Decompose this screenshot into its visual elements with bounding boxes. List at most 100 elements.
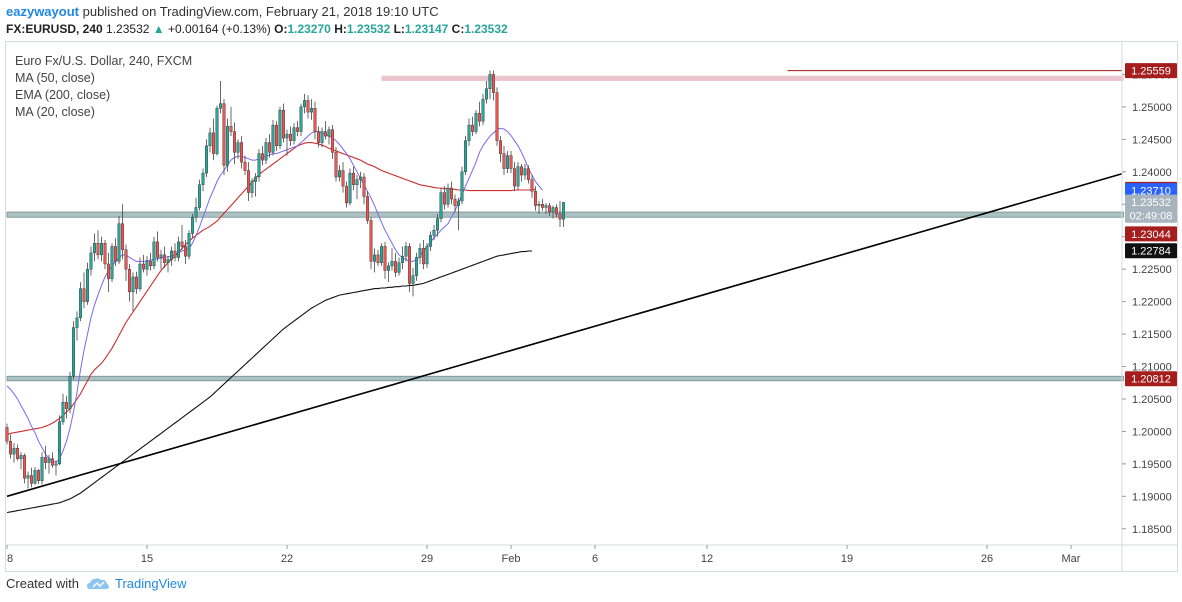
- candle: [320, 127, 324, 148]
- price-badge-label: 1.20812: [1131, 374, 1171, 386]
- y-tick-label: 1.24500: [1132, 134, 1172, 146]
- legend-ema200[interactable]: EMA (200, close): [15, 88, 111, 102]
- up-arrow-icon: ▲: [152, 22, 165, 36]
- candle-body: [26, 475, 30, 479]
- candle: [282, 103, 286, 143]
- candle-body: [523, 168, 527, 176]
- candle: [555, 204, 559, 218]
- candle: [513, 162, 517, 192]
- candle: [411, 267, 415, 297]
- candle-body: [12, 448, 16, 455]
- candle: [159, 249, 163, 270]
- candle-body: [131, 276, 135, 293]
- candle: [527, 165, 531, 184]
- symbol-label: FX:EURUSD, 240: [6, 22, 103, 36]
- candle: [145, 256, 149, 276]
- candle: [208, 127, 212, 153]
- candle: [127, 263, 131, 302]
- candle-body: [415, 257, 419, 276]
- candle-body: [275, 124, 279, 147]
- tradingview-link[interactable]: TradingView: [86, 576, 187, 591]
- candle: [558, 201, 562, 227]
- candle-body: [383, 246, 387, 271]
- author-name[interactable]: eazywayout: [6, 4, 79, 19]
- candle-body: [481, 98, 485, 122]
- candle: [285, 129, 289, 156]
- candle-body: [548, 205, 552, 213]
- candle: [562, 202, 566, 227]
- candle-body: [268, 142, 272, 153]
- candle: [450, 181, 454, 205]
- candle: [488, 70, 492, 100]
- candle: [268, 134, 272, 158]
- candle-body: [446, 187, 450, 205]
- support-zone-lower: [6, 375, 1124, 382]
- candle-body: [534, 191, 538, 206]
- candle-body: [467, 124, 471, 141]
- candle-body: [141, 263, 145, 270]
- candle: [418, 243, 422, 264]
- price-badge-label: 1.23044: [1131, 229, 1171, 241]
- candle-body: [190, 217, 194, 234]
- ema200-line: [6, 250, 532, 514]
- candle-body: [37, 470, 41, 481]
- quote-bar: FX:EURUSD, 240 1.23532 ▲ +0.00164 (+0.13…: [6, 22, 508, 36]
- candle: [317, 126, 321, 148]
- legend-ma50[interactable]: MA (50, close): [15, 71, 95, 85]
- candle: [530, 175, 534, 198]
- candle: [215, 105, 219, 156]
- candle-body: [359, 176, 363, 180]
- candle: [117, 215, 121, 264]
- price-badge-label: 1.23710: [1131, 186, 1171, 198]
- candle: [131, 272, 135, 312]
- candle: [250, 178, 254, 198]
- price-badge-label: 1.25559: [1131, 66, 1171, 78]
- candle-body: [348, 172, 352, 204]
- candle: [124, 244, 128, 281]
- candle-body: [439, 192, 443, 219]
- candle-body: [443, 192, 447, 205]
- legend-ma20[interactable]: MA (20, close): [15, 105, 95, 119]
- candle: [380, 243, 384, 266]
- candle-body: [387, 265, 391, 271]
- candle-body: [204, 145, 208, 174]
- candle-body: [89, 252, 93, 270]
- candle: [289, 126, 293, 146]
- candle-body: [264, 142, 268, 161]
- candle-body: [155, 241, 159, 258]
- candle: [352, 166, 356, 190]
- candle: [148, 252, 152, 271]
- candle: [485, 80, 489, 104]
- chart-frame: [5, 41, 1178, 572]
- candle-body: [537, 204, 541, 206]
- candle: [141, 254, 145, 273]
- y-tick-label: 1.24000: [1132, 167, 1172, 179]
- candle-body: [369, 220, 373, 262]
- candle-body: [271, 124, 275, 153]
- candle-body: [33, 470, 37, 484]
- candle: [460, 166, 464, 205]
- candle-body: [253, 176, 257, 182]
- candle: [492, 70, 496, 101]
- candle: [383, 241, 387, 279]
- candle: [541, 199, 545, 211]
- candle: [113, 238, 117, 266]
- candle: [96, 230, 100, 260]
- candle: [16, 444, 20, 461]
- candle: [232, 122, 236, 165]
- brand-name: TradingView: [114, 576, 187, 591]
- price-badge: [1125, 371, 1177, 387]
- candle-body: [562, 202, 566, 220]
- candle-body: [208, 132, 212, 147]
- candle: [432, 225, 436, 240]
- candle: [373, 248, 377, 273]
- candle-body: [422, 248, 426, 265]
- y-tick-label: 1.19500: [1132, 459, 1172, 471]
- candle: [394, 252, 398, 277]
- candle: [306, 95, 310, 119]
- candle-body: [331, 129, 335, 153]
- candle: [5, 423, 9, 445]
- candle-body: [338, 170, 342, 178]
- candle: [502, 145, 506, 176]
